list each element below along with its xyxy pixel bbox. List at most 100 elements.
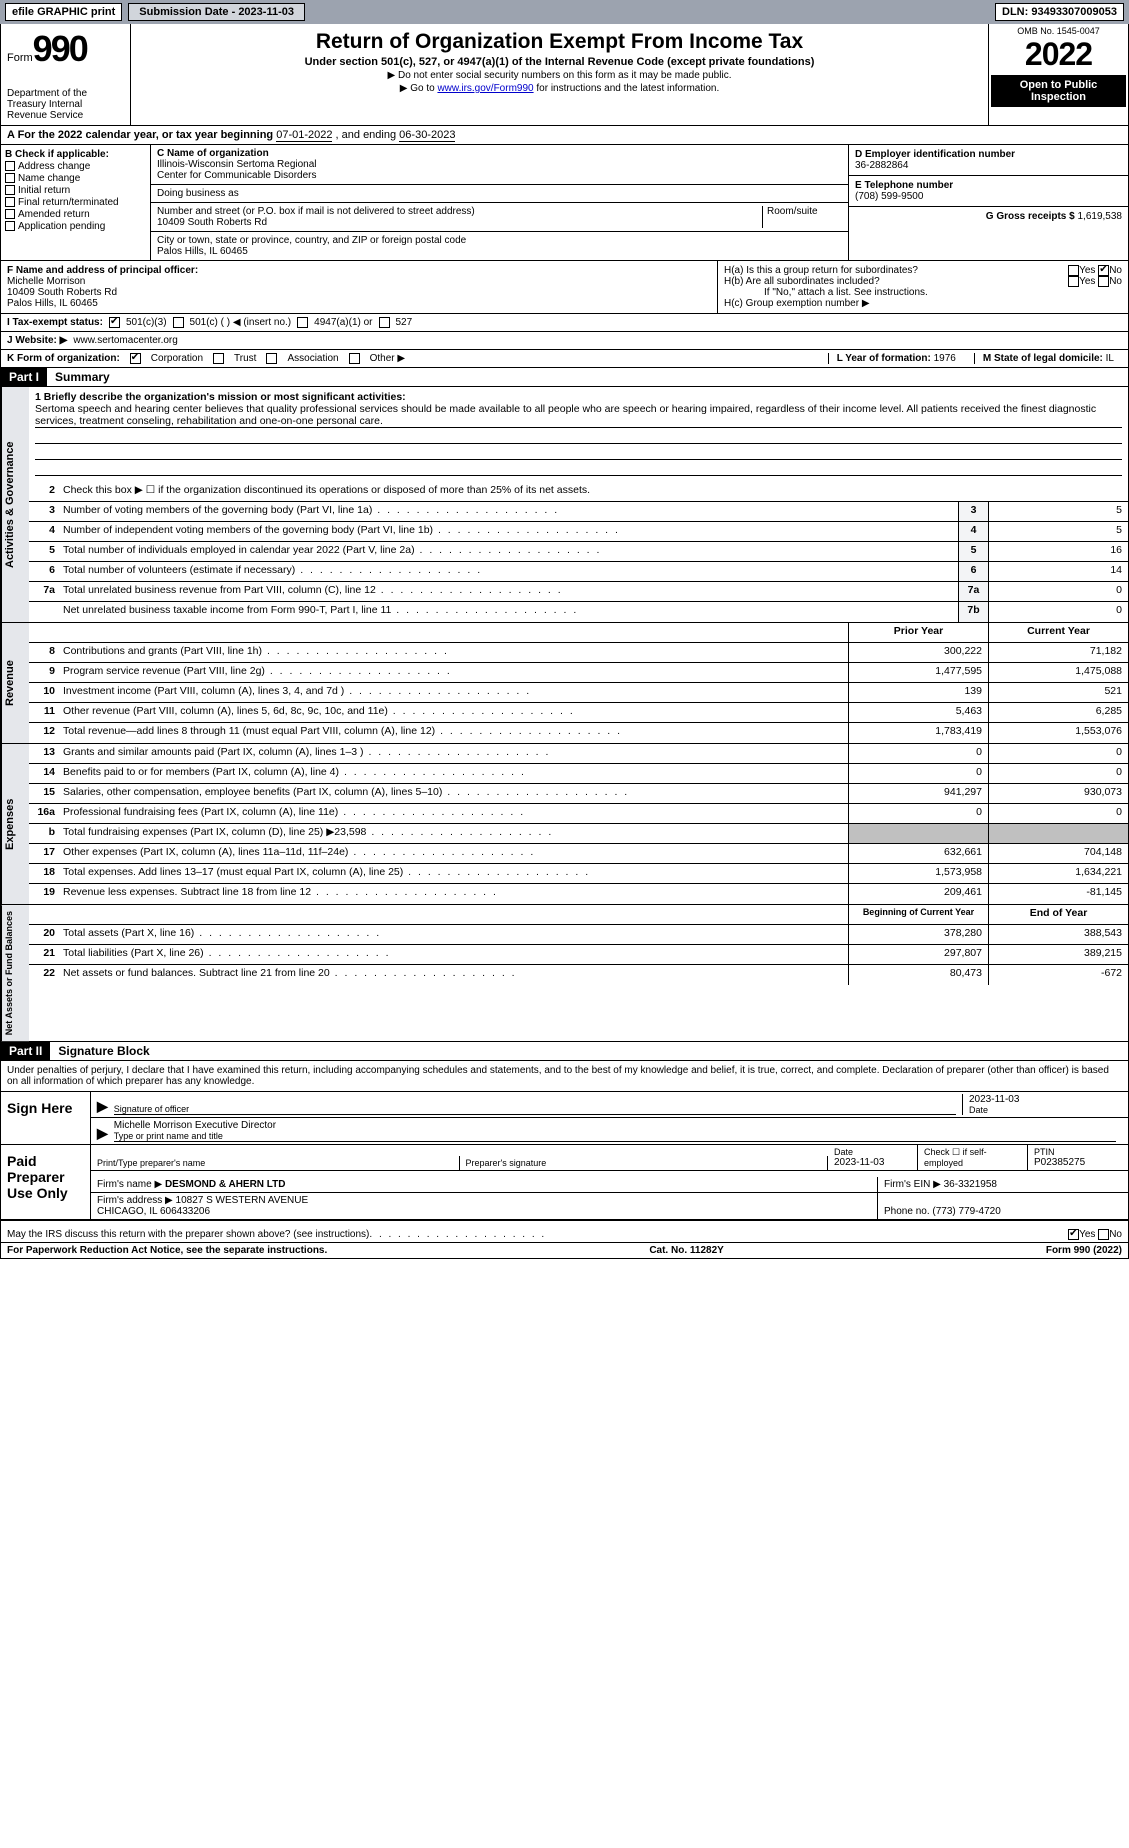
table-row: 14Benefits paid to or for members (Part … xyxy=(29,764,1128,784)
firm-ein: 36-3321958 xyxy=(944,1179,997,1190)
side-expenses: Expenses xyxy=(1,744,29,904)
officer-lbl: F Name and address of principal officer: xyxy=(7,265,711,276)
ha-lbl: H(a) Is this a group return for subordin… xyxy=(724,265,918,276)
firm-addr-lbl: Firm's address ▶ xyxy=(97,1195,173,1206)
discuss-no[interactable] xyxy=(1098,1229,1109,1240)
part1-tag: Part I xyxy=(1,368,47,386)
form-header: Form 990 Department of the Treasury Inte… xyxy=(0,24,1129,126)
p-sig-lbl: Preparer's signature xyxy=(466,1158,822,1168)
grid-activities: Activities & Governance 1 Briefly descri… xyxy=(0,387,1129,623)
col-f-officer: F Name and address of principal officer:… xyxy=(1,261,718,313)
col-h-group: H(a) Is this a group return for subordin… xyxy=(718,261,1128,313)
table-row: Net unrelated business taxable income fr… xyxy=(29,602,1128,622)
chk-corp[interactable] xyxy=(130,353,141,364)
hdr-begin: Beginning of Current Year xyxy=(848,905,988,924)
omb-number: OMB No. 1545-0047 xyxy=(991,26,1126,36)
table-row: 11Other revenue (Part VIII, column (A), … xyxy=(29,703,1128,723)
city-lbl: City or town, state or province, country… xyxy=(157,235,842,246)
hb-no[interactable] xyxy=(1098,276,1109,287)
p-self[interactable]: Check ☐ if self-employed xyxy=(918,1145,1028,1170)
l1-lbl: 1 Briefly describe the organization's mi… xyxy=(35,391,1122,403)
irs-link[interactable]: www.irs.gov/Form990 xyxy=(437,83,533,94)
rowa-end: 06-30-2023 xyxy=(399,129,455,142)
firm-name: DESMOND & AHERN LTD xyxy=(165,1179,286,1190)
table-row: 18Total expenses. Add lines 13–17 (must … xyxy=(29,864,1128,884)
ha-yes[interactable] xyxy=(1068,265,1079,276)
chk-other[interactable] xyxy=(349,353,360,364)
chk-app-pending[interactable]: Application pending xyxy=(5,221,146,232)
sign-here-label: Sign Here xyxy=(1,1092,91,1144)
chk-4947[interactable] xyxy=(297,317,308,328)
chk-final-return[interactable]: Final return/terminated xyxy=(5,197,146,208)
header-left: Form 990 Department of the Treasury Inte… xyxy=(1,24,131,125)
sig-arrow-icon: ▶ xyxy=(97,1098,108,1115)
col-b-checkboxes: B Check if applicable: Address change Na… xyxy=(1,145,151,260)
chk-address-change[interactable]: Address change xyxy=(5,161,146,172)
table-row: 3Number of voting members of the governi… xyxy=(29,502,1128,522)
ptin-lbl: PTIN xyxy=(1034,1147,1122,1157)
rowk-lbl: K Form of organization: xyxy=(7,353,120,364)
chk-trust[interactable] xyxy=(213,353,224,364)
org-name: Illinois-Wisconsin Sertoma Regional Cent… xyxy=(157,159,842,181)
p-date: 2023-11-03 xyxy=(834,1157,911,1168)
ptin-val: P02385275 xyxy=(1034,1157,1122,1168)
part1-header: Part I Summary xyxy=(0,368,1129,387)
table-row: bTotal fundraising expenses (Part IX, co… xyxy=(29,824,1128,844)
grid-netassets: Net Assets or Fund Balances Beginning of… xyxy=(0,905,1129,1042)
part1-title: Summary xyxy=(47,370,110,384)
hb-yes[interactable] xyxy=(1068,276,1079,287)
firm-phone: (773) 779-4720 xyxy=(932,1206,1000,1217)
chk-assoc[interactable] xyxy=(266,353,277,364)
hc-lbl: H(c) Group exemption number ▶ xyxy=(724,298,1122,309)
sig-officer-lbl: Signature of officer xyxy=(114,1104,956,1114)
l1-text: Sertoma speech and hearing center believ… xyxy=(35,403,1122,428)
sig-date-lbl: Date xyxy=(969,1105,1122,1115)
ha-no[interactable] xyxy=(1098,265,1109,276)
gross-lbl: G Gross receipts $ xyxy=(986,211,1075,222)
grid-revenue: Revenue Prior Year Current Year 8Contrib… xyxy=(0,623,1129,744)
table-row: 9Program service revenue (Part VIII, lin… xyxy=(29,663,1128,683)
submission-date-btn[interactable]: Submission Date - 2023-11-03 xyxy=(128,3,305,21)
efile-topbar: efile GRAPHIC print Submission Date - 20… xyxy=(0,0,1129,24)
discuss-yes[interactable] xyxy=(1068,1229,1079,1240)
page-footer: For Paperwork Reduction Act Notice, see … xyxy=(0,1243,1129,1259)
row-klm: K Form of organization: Corporation Trus… xyxy=(0,350,1129,368)
firm-name-lbl: Firm's name ▶ xyxy=(97,1179,162,1190)
city-val: Palos Hills, IL 60465 xyxy=(157,246,842,257)
form-note-link: ▶ Go to www.irs.gov/Form990 for instruct… xyxy=(137,83,982,94)
chk-527[interactable] xyxy=(379,317,390,328)
dln-label: DLN: 93493307009053 xyxy=(995,3,1124,21)
officer-name: Michelle Morrison xyxy=(7,276,711,287)
discuss-text: May the IRS discuss this return with the… xyxy=(7,1229,369,1240)
chk-name-change[interactable]: Name change xyxy=(5,173,146,184)
sig-date-val: 2023-11-03 xyxy=(969,1094,1122,1105)
part2-title: Signature Block xyxy=(50,1044,149,1058)
penalties-text: Under penalties of perjury, I declare th… xyxy=(1,1061,1128,1092)
row-a-calendar: A For the 2022 calendar year, or tax yea… xyxy=(0,126,1129,145)
hdr-curr: Current Year xyxy=(988,623,1128,642)
rowm-val: IL xyxy=(1106,353,1114,364)
form-word: Form xyxy=(7,52,33,64)
chk-initial-return[interactable]: Initial return xyxy=(5,185,146,196)
website-val: www.sertomacenter.org xyxy=(73,335,178,346)
chk-amended[interactable]: Amended return xyxy=(5,209,146,220)
paid-preparer-label: Paid Preparer Use Only xyxy=(1,1145,91,1219)
addr-lbl: Number and street (or P.O. box if mail i… xyxy=(157,206,762,217)
table-row: 19Revenue less expenses. Subtract line 1… xyxy=(29,884,1128,904)
chk-501c3[interactable] xyxy=(109,317,120,328)
hb-note: If "No," attach a list. See instructions… xyxy=(724,287,1122,298)
room-lbl: Room/suite xyxy=(767,206,842,217)
rowj-lbl: J Website: ▶ xyxy=(7,335,67,346)
table-row: 16aProfessional fundraising fees (Part I… xyxy=(29,804,1128,824)
sig-name-title: Michelle Morrison Executive Director xyxy=(114,1120,1116,1131)
ein-val: 36-2882864 xyxy=(855,160,1122,171)
sig-arrow2-icon: ▶ xyxy=(97,1125,108,1142)
dba-lbl: Doing business as xyxy=(157,188,842,199)
chk-501c[interactable] xyxy=(173,317,184,328)
row-j-website: J Website: ▶ www.sertomacenter.org xyxy=(0,332,1129,350)
colb-hdr: B Check if applicable: xyxy=(5,149,146,160)
header-mid: Return of Organization Exempt From Incom… xyxy=(131,24,988,125)
p-name-lbl: Print/Type preparer's name xyxy=(97,1158,453,1168)
l2-text: Check this box ▶ ☐ if the organization d… xyxy=(59,482,1128,501)
table-row: 21Total liabilities (Part X, line 26)297… xyxy=(29,945,1128,965)
